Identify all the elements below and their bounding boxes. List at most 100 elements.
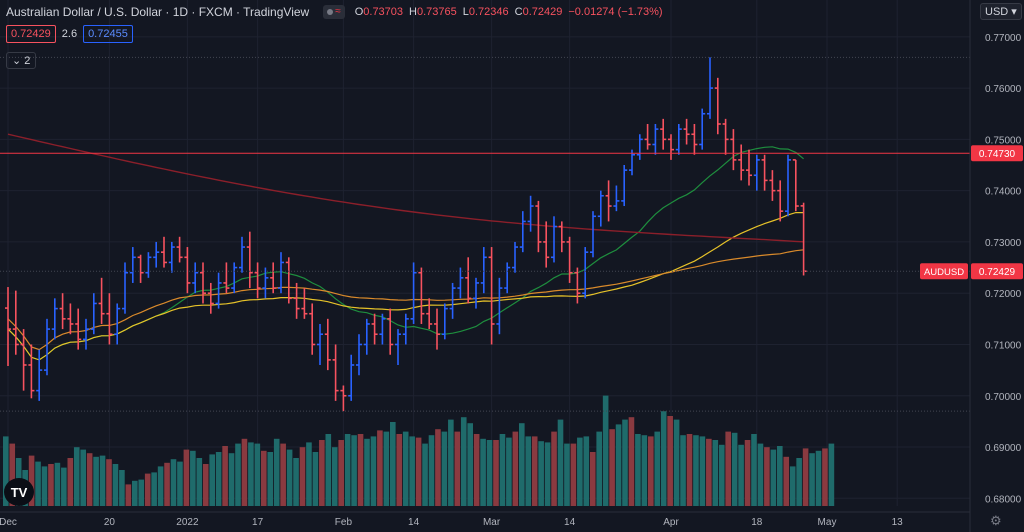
volume-bar (48, 464, 54, 506)
volume-bar (673, 419, 680, 506)
ohlc-value: 0.73703 (363, 6, 404, 18)
ohlc-bar (161, 236, 167, 268)
ohlc-bar (67, 303, 74, 335)
ohlc-bar (792, 159, 799, 212)
volume-bar (3, 436, 9, 506)
ohlc-bars[interactable] (5, 57, 807, 412)
ohlc-bar (239, 236, 245, 273)
volume-bar (544, 442, 551, 506)
y-tick-label: 0.73000 (985, 238, 1022, 249)
volume-bar (699, 436, 706, 506)
ohlc-bar (558, 221, 565, 253)
bid-price[interactable]: 0.72429 (6, 25, 56, 43)
volume-bar (299, 447, 306, 506)
symbol-label-bg (920, 263, 968, 280)
volume-bar (596, 431, 602, 506)
x-tick-label: 20 (104, 517, 116, 528)
volume-bar (402, 431, 409, 506)
volume-bar (99, 455, 106, 506)
symbol-title[interactable]: Australian Dollar / U.S. Dollar · 1D · F… (6, 5, 310, 19)
x-tick-label: 13 (892, 517, 904, 528)
ohlc-bar (480, 247, 487, 294)
volume-bar (80, 449, 86, 506)
volume-bar (609, 429, 615, 506)
chart-header: Australian Dollar / U.S. Dollar · 1D · F… (6, 4, 663, 20)
ohlc-bar (309, 303, 316, 355)
volume-bar (706, 438, 712, 506)
ohlc-bar (278, 252, 284, 294)
reference-lines (0, 56, 970, 412)
ohlc-bar (441, 303, 448, 340)
ohlc-bar (324, 318, 331, 371)
x-tick-label: Feb (335, 517, 353, 528)
ohlc-bar (340, 385, 347, 412)
y-tick-label: 0.75000 (985, 135, 1022, 146)
volume-bar (202, 464, 209, 506)
indicators-toggle[interactable]: ⌄ 2 (6, 52, 37, 69)
ohlc-bar (652, 123, 659, 155)
volume-bar (396, 434, 403, 506)
ohlc-bar (122, 262, 128, 314)
ohlc-bar (730, 129, 737, 171)
volume-bar (151, 472, 157, 506)
volume-bar (557, 419, 564, 506)
volume-bar (467, 423, 473, 506)
ask-price[interactable]: 0.72455 (83, 25, 133, 43)
volume-bar (267, 452, 274, 506)
volume-bar (125, 484, 132, 506)
volume-bar (196, 458, 203, 506)
volume-bar (789, 466, 796, 506)
ohlc-bar (512, 241, 518, 273)
chevron-down-icon: ▾ (1011, 6, 1017, 18)
price-axis[interactable]: 0.77000 0.76000 0.75000 0.74000 0.73000 0.720… (969, 0, 1022, 532)
ohlc-value: 0.72429 (522, 6, 563, 18)
volume-bar (589, 452, 596, 506)
x-tick-label: 17 (252, 517, 264, 528)
ohlc-bar (582, 247, 589, 299)
volume-bar (622, 419, 628, 506)
volume-bar (519, 423, 525, 506)
currency-selector[interactable]: USD ▾ (980, 3, 1022, 20)
ma-100-line (7, 249, 804, 351)
ohlc-bar (75, 308, 82, 350)
volume-bar (228, 453, 235, 506)
volume-bar (577, 437, 583, 506)
volume-bar (551, 431, 557, 506)
volume-bar (744, 440, 751, 506)
ohlc-bar (246, 231, 253, 289)
volume-bar (570, 443, 577, 506)
ohlc-bar (51, 298, 58, 340)
volume-bar (177, 461, 183, 506)
volume-bar (215, 452, 222, 506)
ohlc-bar (231, 262, 238, 294)
ohlc-bar (114, 303, 121, 345)
ohlc-bar (660, 118, 667, 150)
visibility-toggle[interactable]: ≈ (323, 5, 345, 19)
ohlc-bar (98, 277, 105, 324)
ohlc-bar (644, 123, 651, 150)
ohlc-bar (207, 282, 214, 314)
volume-bar (493, 440, 499, 506)
volume-bar (615, 424, 622, 506)
ohlc-bar (519, 211, 526, 253)
volume-bar (319, 440, 325, 506)
tradingview-logo-icon[interactable]: TV (4, 478, 34, 506)
ohlc-bar (707, 57, 713, 119)
time-axis[interactable]: Dec 20 2022 17 Feb 14 Mar 14 Apr 18 May 13 (0, 511, 970, 528)
ohlc-bar (753, 154, 760, 191)
volume-bar (770, 449, 777, 506)
ma-50-line (7, 212, 804, 361)
ohlc-bar (153, 241, 160, 268)
x-tick-label: 18 (751, 517, 763, 528)
ohlc-bar (317, 323, 323, 365)
last-price-label: 0.72429 (979, 267, 1016, 278)
volume-bar (377, 430, 383, 506)
volume-bar (731, 432, 738, 506)
ohlc-value: 0.72346 (468, 6, 509, 18)
gear-icon[interactable]: ⚙ (990, 513, 1002, 528)
volume-bar (112, 464, 119, 506)
ohlc-bar (434, 308, 440, 350)
volume-bar (660, 411, 667, 506)
ohlc-bar (504, 262, 511, 294)
